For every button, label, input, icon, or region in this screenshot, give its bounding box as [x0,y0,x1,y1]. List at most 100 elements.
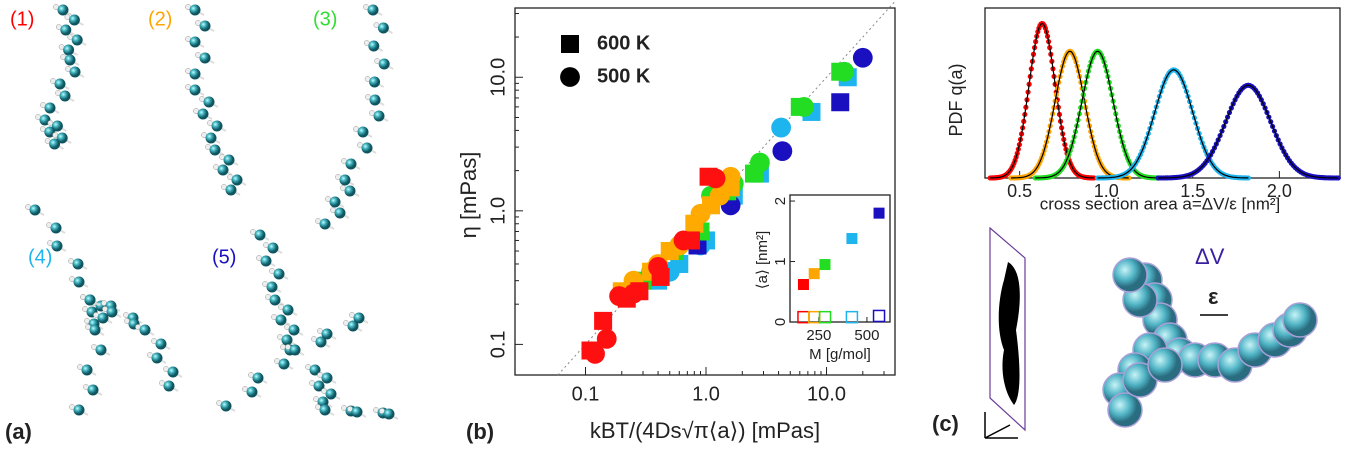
marker [690,203,711,224]
x-axis-label: kBT/(4Ds√π⟨a⟩) [mPas] [590,418,820,443]
marker [873,207,885,219]
atom [50,222,62,234]
atom [254,229,266,241]
atom [281,334,293,346]
atom [329,196,341,208]
atom [97,312,109,324]
panel-label: (a) [5,419,32,444]
marker [831,93,850,112]
atom [373,110,385,122]
molecule-label: (2) [148,8,172,30]
atom [106,306,118,318]
atom [260,255,272,267]
sphere [1147,347,1183,383]
marker [797,279,809,291]
panel-label: (b) [466,419,494,444]
molecule-label: (5) [212,246,236,268]
atom [197,108,209,120]
marker [807,310,821,324]
y-axis-label: ⟨a⟩ [nm²] [754,231,771,289]
x-tick-label: 0.5 [1007,181,1032,201]
atom [345,158,357,170]
marker [648,257,668,277]
marker [771,117,792,138]
atom [69,66,81,78]
x-axis-label: M [g/mol] [809,346,871,363]
marker [834,61,855,82]
atom [59,90,71,102]
marker [561,35,579,53]
atom [369,94,381,106]
atom [51,120,63,132]
atom [57,4,69,16]
atom [357,126,369,138]
atom [321,328,333,340]
y-axis-label: η [mPas] [456,152,481,239]
atom [266,281,278,293]
marker [818,310,832,324]
atom [199,20,211,32]
marker [585,343,605,364]
marker [596,328,617,349]
marker [560,67,580,87]
x-tick-label: 0.1 [572,383,600,405]
sphere [1282,302,1318,338]
data-point [1126,175,1132,181]
atom [252,372,264,384]
x-tick-label: 1.0 [1094,181,1119,201]
molecule-label: (1) [10,8,34,30]
atom [167,366,179,378]
atom [189,4,201,16]
atom [377,22,389,34]
legend-label: 600 K [597,32,651,54]
atom [72,258,84,270]
atom [60,24,72,36]
atom [54,78,66,90]
atom [84,294,96,306]
x-tick-label: 2.0 [1267,181,1292,201]
atom [269,294,281,306]
marker [794,96,814,117]
marker [772,141,793,161]
molecule-label: (4) [28,246,52,268]
atom [203,96,215,108]
y-tick-label: 2 [772,197,789,205]
atom [205,132,217,144]
molecules [25,4,399,420]
sphere [1112,257,1148,293]
x-tick-label: 250 [806,327,831,344]
atom [289,344,301,356]
atom [64,54,76,66]
marker [720,166,741,187]
y-tick-label: 10.0 [487,58,509,97]
marker [797,310,810,324]
atom [315,336,327,348]
atom [231,174,243,186]
atom [383,408,395,420]
plot-frame [514,7,896,376]
marker [709,185,730,206]
atom [246,386,258,398]
marker [673,230,694,251]
x-tick-label: 1.0 [692,383,720,405]
atom [223,154,235,166]
atom [225,184,237,196]
atom [351,406,363,418]
atom [211,120,223,132]
atom [209,144,221,156]
atom [353,312,365,324]
atom [81,364,93,376]
atom [361,142,373,154]
atom [155,338,167,350]
legend-label: 500 K [597,65,651,87]
atom [71,34,83,46]
panel-label: (c) [932,411,959,436]
inset-background [789,194,891,323]
atom [319,404,331,416]
atom [378,58,390,70]
atom [334,207,346,219]
atom [73,276,85,288]
volume-label: ΔV [1195,244,1225,269]
epsilon-label: ε [1208,284,1219,309]
